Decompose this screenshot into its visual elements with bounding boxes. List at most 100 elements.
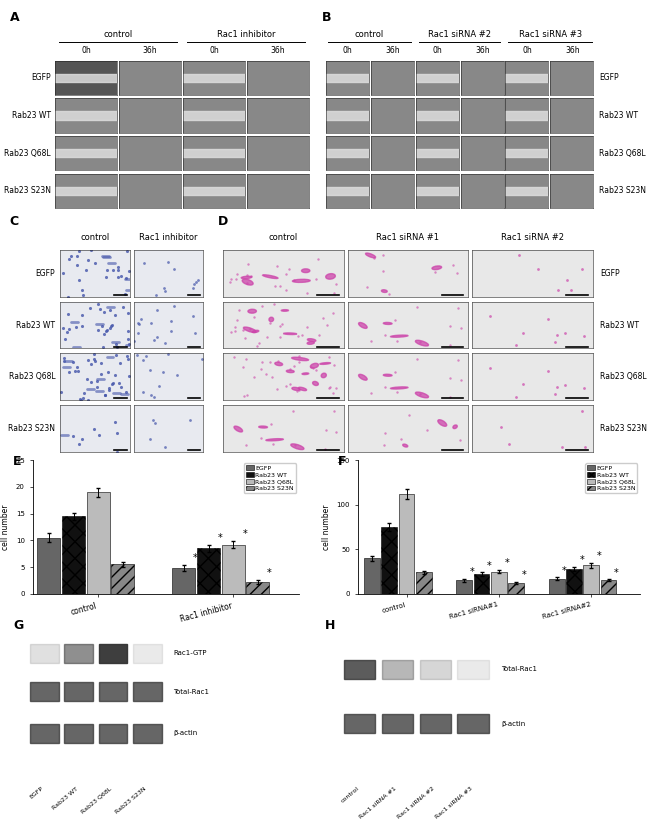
Ellipse shape xyxy=(384,323,392,324)
Point xyxy=(82,373,92,386)
Text: EGFP: EGFP xyxy=(599,74,619,82)
Text: G: G xyxy=(13,619,23,632)
Point xyxy=(137,386,148,399)
Point xyxy=(369,251,379,265)
Point xyxy=(96,368,107,381)
Point xyxy=(456,373,466,387)
Point xyxy=(140,350,151,363)
Point xyxy=(98,341,108,354)
Text: 0h: 0h xyxy=(432,46,442,55)
Point xyxy=(77,309,87,322)
Bar xyxy=(30,724,58,743)
Point xyxy=(149,334,159,347)
Text: *: * xyxy=(242,529,247,539)
Ellipse shape xyxy=(292,387,300,391)
Point xyxy=(105,322,115,335)
Point xyxy=(102,263,112,276)
Point xyxy=(553,284,564,297)
Point xyxy=(124,337,134,351)
Point xyxy=(430,265,440,278)
Point xyxy=(85,301,96,314)
Point xyxy=(257,299,267,312)
Point xyxy=(266,417,276,430)
Point xyxy=(75,393,86,406)
Point xyxy=(552,328,562,342)
Point xyxy=(114,377,124,390)
Bar xyxy=(64,644,93,663)
Text: EGFP: EGFP xyxy=(36,269,55,278)
Point xyxy=(85,375,96,388)
Point xyxy=(246,269,256,283)
Point xyxy=(328,359,339,372)
Ellipse shape xyxy=(252,330,259,333)
Point xyxy=(292,330,303,343)
Point xyxy=(151,304,162,317)
Point xyxy=(533,262,543,275)
Point xyxy=(146,389,157,402)
Point xyxy=(90,256,101,269)
Point xyxy=(504,437,514,450)
Bar xyxy=(382,714,413,733)
Point xyxy=(552,381,562,394)
Point xyxy=(105,303,116,316)
Point xyxy=(77,391,88,405)
Point xyxy=(192,273,203,286)
Text: 36h: 36h xyxy=(385,46,400,55)
Point xyxy=(72,360,83,373)
Bar xyxy=(420,660,451,679)
Point xyxy=(123,333,133,346)
Point xyxy=(320,423,331,437)
Point xyxy=(129,334,139,347)
Point xyxy=(152,331,162,344)
Point xyxy=(109,309,120,322)
Ellipse shape xyxy=(313,382,318,386)
Point xyxy=(230,320,240,333)
Point xyxy=(145,363,155,376)
Point xyxy=(234,303,244,316)
Point xyxy=(86,358,97,371)
Point xyxy=(276,318,287,331)
Point xyxy=(307,361,318,374)
Point xyxy=(244,322,255,335)
Text: *: * xyxy=(218,533,222,543)
Point xyxy=(99,327,110,340)
Point xyxy=(122,350,132,363)
Ellipse shape xyxy=(359,323,367,328)
Point xyxy=(415,335,425,348)
Point xyxy=(68,356,78,369)
Point xyxy=(133,317,143,330)
Text: 36h: 36h xyxy=(271,46,285,55)
Text: A: A xyxy=(10,11,20,24)
Point xyxy=(242,276,252,289)
Text: control: control xyxy=(81,233,110,242)
Ellipse shape xyxy=(391,387,408,389)
Point xyxy=(328,306,339,319)
Point xyxy=(229,351,239,364)
Bar xyxy=(364,559,380,594)
Point xyxy=(577,405,588,418)
Point xyxy=(456,322,466,335)
Text: EGFP: EGFP xyxy=(600,269,619,278)
Point xyxy=(281,379,292,392)
Text: *: * xyxy=(562,566,567,576)
Text: Rab23 S23N: Rab23 S23N xyxy=(114,786,148,815)
Point xyxy=(108,264,118,277)
Text: β-actin: β-actin xyxy=(173,731,198,736)
Point xyxy=(518,378,528,391)
Point xyxy=(62,325,72,338)
Point xyxy=(188,278,199,291)
Text: Rab23 WT: Rab23 WT xyxy=(12,111,51,120)
Bar xyxy=(99,644,127,663)
Point xyxy=(138,257,149,270)
Ellipse shape xyxy=(453,425,457,428)
Point xyxy=(188,310,198,323)
Point xyxy=(495,420,506,433)
Point xyxy=(146,316,156,329)
Point xyxy=(302,286,312,299)
Point xyxy=(99,388,110,401)
Point xyxy=(77,283,88,296)
Point xyxy=(313,252,323,265)
Text: *: * xyxy=(597,551,601,561)
Point xyxy=(242,388,252,401)
Ellipse shape xyxy=(263,275,278,278)
